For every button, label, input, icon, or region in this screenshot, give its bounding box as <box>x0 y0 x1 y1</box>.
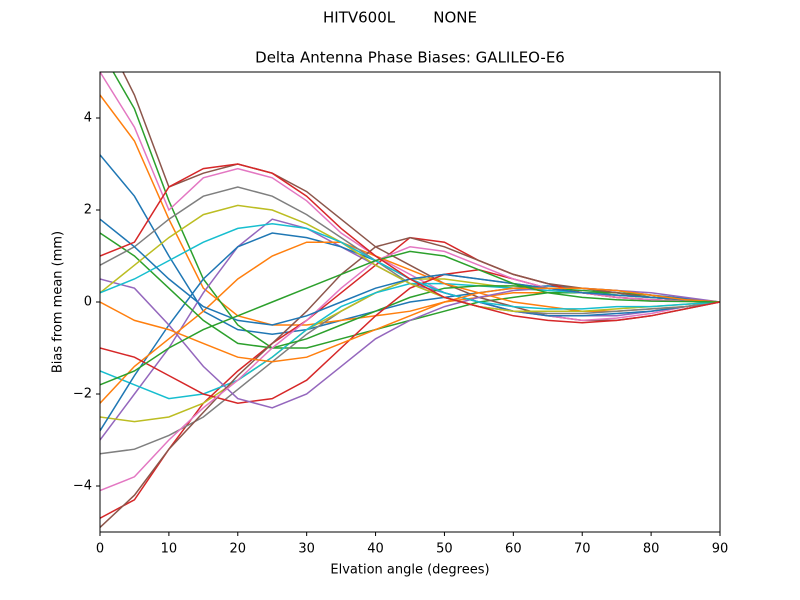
y-axis-label: Bias from mean (mm) <box>51 231 66 373</box>
chart-title: Delta Antenna Phase Biases: GALILEO-E6 <box>255 49 565 67</box>
series-line <box>100 236 720 528</box>
suptitle: HITV600L NONE <box>323 9 477 27</box>
y-tick-label: −2 <box>73 387 92 402</box>
y-tick-label: 0 <box>84 295 92 310</box>
series-line <box>100 204 720 312</box>
x-tick-label: 80 <box>643 542 660 557</box>
x-tick-label: 60 <box>505 542 522 557</box>
series-line <box>122 72 720 322</box>
series-line <box>100 163 720 324</box>
x-tick-label: 40 <box>367 542 384 557</box>
x-tick-label: 90 <box>712 542 729 557</box>
plot-lines <box>100 72 720 528</box>
series-line <box>100 232 720 432</box>
series-line <box>100 269 720 404</box>
series-line <box>100 287 720 363</box>
x-axis-label: Elvation angle (degrees) <box>330 563 489 578</box>
y-tick-label: 2 <box>84 203 92 218</box>
x-tick-label: 10 <box>161 542 178 557</box>
series-line <box>100 246 720 492</box>
series-line <box>100 72 720 322</box>
x-tick-label: 50 <box>436 542 453 557</box>
series-line <box>112 72 720 349</box>
y-tick-label: −4 <box>73 479 92 494</box>
x-tick-label: 20 <box>230 542 247 557</box>
x-tick-label: 70 <box>574 542 591 557</box>
y-tick-label: 4 <box>84 111 92 126</box>
x-tick-label: 0 <box>96 542 104 557</box>
x-tick-label: 30 <box>298 542 315 557</box>
series-line <box>100 250 720 386</box>
